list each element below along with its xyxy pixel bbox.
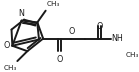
Text: O: O (56, 55, 63, 64)
Text: O: O (3, 41, 10, 50)
Text: O: O (96, 22, 103, 31)
Text: CH₃: CH₃ (126, 52, 139, 58)
Text: O: O (68, 27, 75, 36)
Text: CH₃: CH₃ (3, 65, 17, 71)
Text: N: N (19, 9, 24, 18)
Text: CH₃: CH₃ (46, 1, 60, 7)
Text: NH: NH (111, 34, 123, 43)
